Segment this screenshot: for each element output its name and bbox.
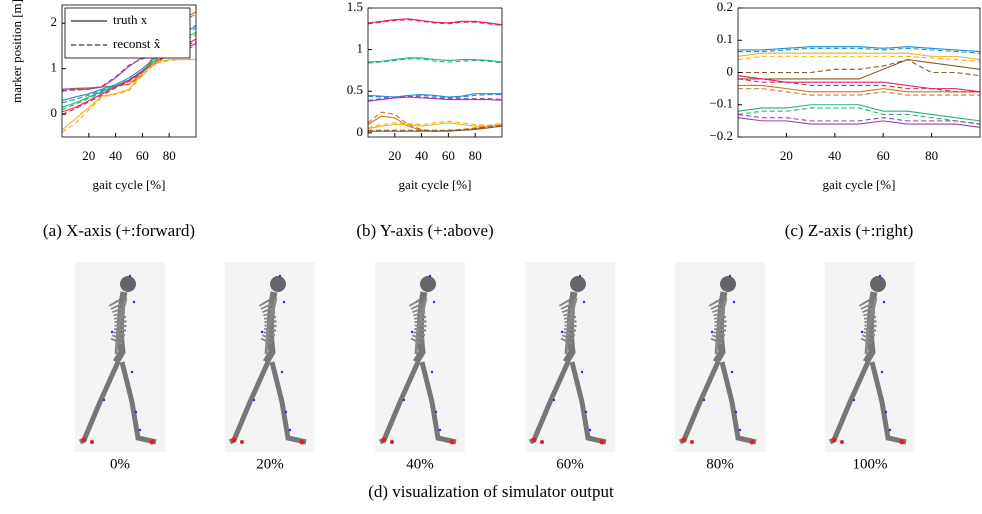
frame-label: 100% (853, 456, 888, 472)
x-tick-label: 60 (877, 148, 890, 163)
y-tick-label: 0.2 (717, 0, 733, 14)
data-line (738, 46, 981, 53)
x-axis-label: gait cycle [%] (823, 177, 896, 192)
data-line (738, 47, 981, 54)
data-line (367, 120, 503, 129)
data-line (61, 59, 196, 133)
data-line (367, 57, 503, 63)
x-tick-label: 40 (828, 148, 841, 163)
data-line (367, 95, 503, 101)
y-tick-label: 0.5 (347, 82, 363, 97)
x-tick-label: 40 (109, 148, 122, 163)
data-line (737, 104, 981, 122)
y-tick-label: −0.1 (709, 96, 733, 111)
x-tick-label: 80 (163, 148, 176, 163)
data-line (367, 18, 503, 26)
y-tick-label: 1 (357, 41, 364, 56)
y-tick-label: 0 (727, 63, 734, 78)
data-line (737, 107, 981, 125)
data-line (368, 124, 503, 131)
y-tick-label: 0 (51, 105, 58, 120)
frame-label: 0% (110, 456, 130, 472)
data-line (737, 75, 981, 93)
plot-frame (367, 7, 503, 138)
data-line (367, 19, 503, 27)
x-axis-label: gait cycle [%] (399, 177, 472, 192)
data-line (367, 58, 503, 64)
x-tick-label: 40 (415, 148, 428, 163)
x-tick-label: 20 (82, 148, 95, 163)
subcaption: (a) X-axis (+:forward) (43, 221, 195, 240)
data-line (738, 84, 980, 93)
x-tick-label: 60 (136, 148, 149, 163)
data-line (737, 117, 981, 128)
y-axis-label: marker position [m] (9, 0, 24, 103)
data-line (738, 59, 981, 77)
y-tick-label: 0.1 (717, 31, 733, 46)
legend-label: reconst x̂ (113, 36, 161, 51)
data-line (367, 96, 503, 102)
y-tick-label: 1.5 (347, 0, 363, 14)
data-line (737, 113, 981, 125)
skeleton-frame (825, 262, 915, 452)
data-line (367, 122, 503, 130)
x-tick-label: 20 (780, 148, 793, 163)
data-line (737, 78, 980, 93)
skeleton-frame (525, 262, 615, 452)
skeleton-frame (225, 262, 315, 452)
skeleton-frame (375, 262, 465, 452)
x-tick-label: 20 (388, 148, 401, 163)
frame-label: 40% (406, 456, 434, 472)
data-line (738, 88, 980, 96)
data-line (61, 59, 196, 131)
y-tick-label: 1 (51, 60, 58, 75)
data-line (367, 94, 502, 99)
subcaption: (b) Y-axis (+:above) (356, 221, 493, 240)
x-tick-label: 80 (925, 148, 938, 163)
x-tick-label: 80 (469, 148, 482, 163)
frames: 0% 20% 40% 60% 80% 100% (75, 262, 915, 472)
legend-label: truth x (113, 12, 148, 27)
skeleton-frame (675, 262, 765, 452)
y-tick-label: −0.2 (709, 128, 733, 143)
skeleton-frame (75, 262, 165, 452)
data-line (737, 52, 981, 61)
frame-label: 20% (256, 456, 284, 472)
figure-caption: (d) visualization of simulator output (368, 482, 614, 501)
frame-label: 60% (556, 456, 584, 472)
subcaption: (c) Z-axis (+:right) (785, 221, 914, 240)
data-line (738, 59, 981, 80)
frame-label: 80% (706, 456, 734, 472)
y-tick-label: 0 (357, 124, 364, 139)
data-line (367, 93, 502, 98)
data-line (368, 125, 503, 132)
data-line (737, 55, 981, 62)
x-axis-label: gait cycle [%] (93, 177, 166, 192)
y-tick-label: 2 (51, 14, 58, 29)
legend-box (64, 7, 191, 59)
x-tick-label: 60 (442, 148, 455, 163)
plot-frame (61, 4, 197, 138)
